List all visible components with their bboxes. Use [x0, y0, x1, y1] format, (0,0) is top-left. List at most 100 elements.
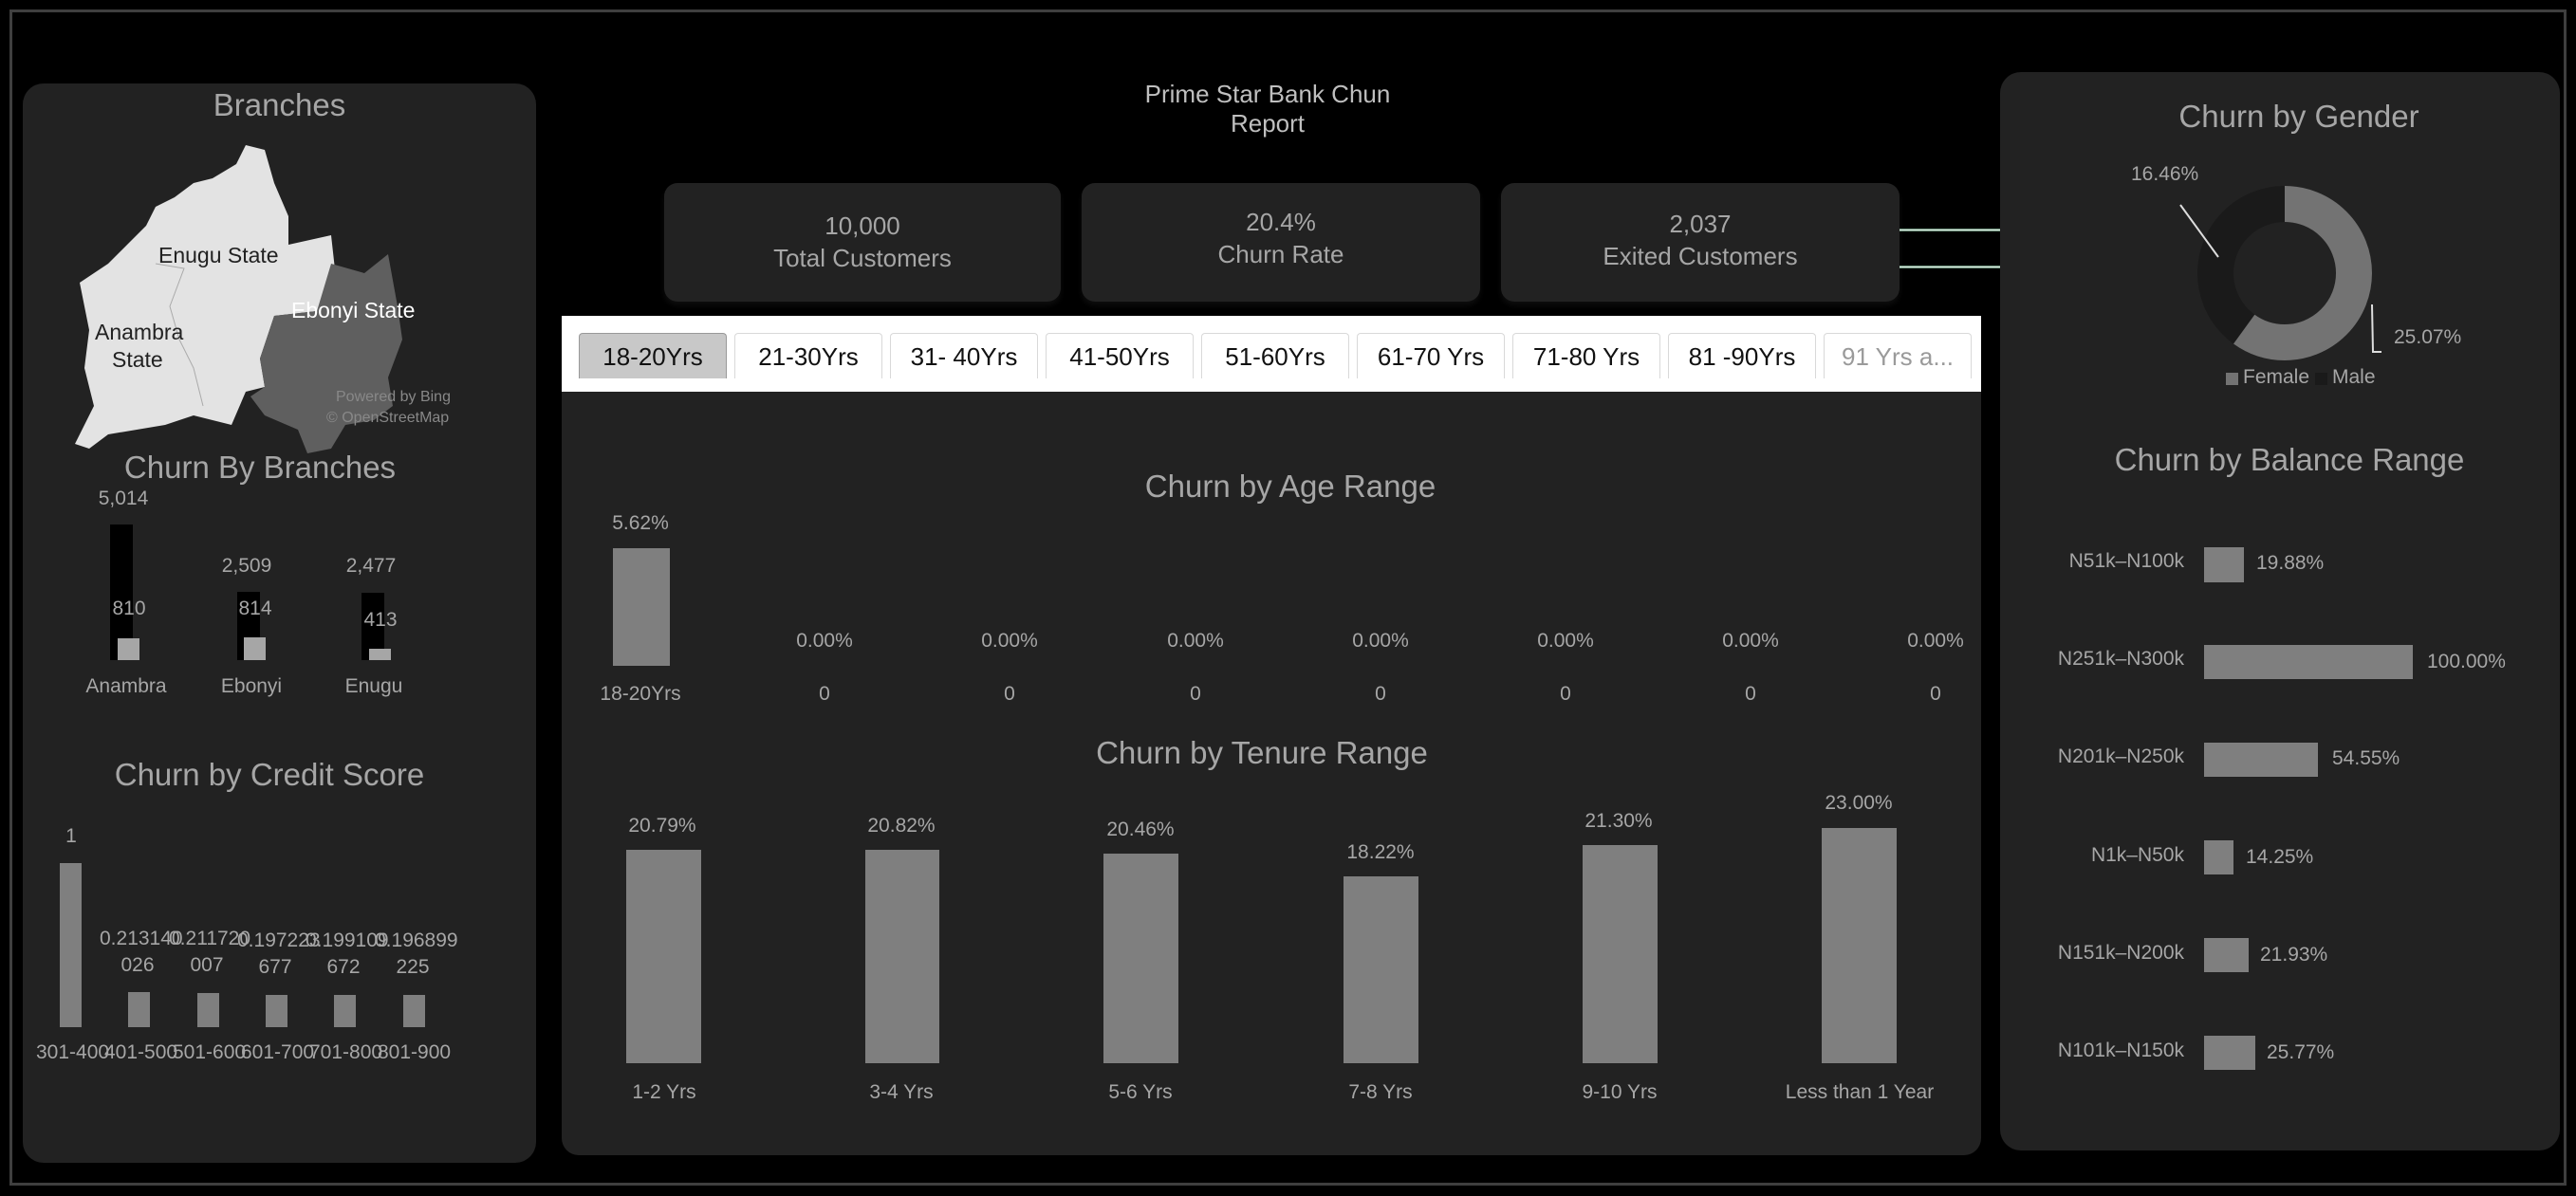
map-attribution-bing: Powered by Bing [336, 389, 451, 405]
data-label: 20.46% [1106, 819, 1175, 840]
data-label: 672 [326, 956, 361, 978]
bar-tenure-7-8 [1344, 876, 1418, 1063]
map-attribution-osm: © OpenStreetMap [326, 410, 450, 426]
bar-total-anambra [110, 524, 133, 660]
dashboard-frame [9, 9, 2567, 1186]
data-label: 0.00% [796, 630, 853, 652]
data-label: 0.00% [1722, 630, 1779, 652]
axis-label: Ebonyi [220, 675, 283, 697]
axis-label: Anambra [85, 675, 167, 697]
kpi-churn-rate: 20.4% Churn Rate [1082, 183, 1480, 302]
slicer-tab-81-90[interactable]: 81 -90Yrs [1668, 333, 1816, 378]
data-label: 0.00% [1352, 630, 1409, 652]
axis-label: 501-600 [173, 1041, 247, 1063]
data-label: 0.00% [1167, 630, 1224, 652]
connector-line [1900, 229, 2000, 231]
gender-donut-chart[interactable] [2190, 178, 2380, 368]
data-label: 25.77% [2267, 1041, 2335, 1063]
male-percent-label: 16.46% [2131, 163, 2199, 185]
bar-balance-251k-300k [2204, 645, 2413, 679]
kpi-total-customers: 10,000 Total Customers [664, 183, 1061, 302]
data-label: 677 [258, 956, 292, 978]
bar-tenure-5-6 [1103, 854, 1178, 1063]
kpi-value: 10,000 [825, 212, 900, 240]
data-label: 0.00% [1907, 630, 1964, 652]
legend-female-swatch [2226, 373, 2238, 385]
churn-by-credit-title: Churn by Credit Score [114, 757, 425, 792]
data-label: 20.79% [628, 815, 696, 837]
bar-301-400 [60, 863, 82, 1027]
axis-label: Enugu [344, 675, 403, 697]
data-label: 100.00% [2427, 651, 2506, 672]
data-label: 2,477 [345, 555, 397, 577]
data-label: 2,509 [221, 555, 272, 577]
axis-label: 1-2 Yrs [632, 1081, 696, 1103]
axis-label: N1k–N50k [2090, 844, 2184, 866]
map-label-ebonyi: Ebonyi State [291, 298, 416, 322]
slicer-tab-71-80[interactable]: 71-80 Yrs [1512, 333, 1660, 378]
slicer-tab-61-70[interactable]: 61-70 Yrs [1357, 333, 1505, 378]
left-panel: Branches Enugu State Ebonyi State Anambr… [23, 83, 536, 1163]
axis-label: N101k–N150k [2057, 1040, 2184, 1061]
data-label: 21.30% [1585, 810, 1653, 832]
right-panel: Churn by Gender 16.46% 25.07% Female Mal… [2000, 72, 2560, 1150]
bar-801-900 [403, 995, 425, 1027]
report-title: Prime Star Bank Chun Report [1144, 80, 1391, 138]
map-label-anambra: Anambra [95, 320, 184, 344]
slicer-tab-31-40[interactable]: 31- 40Yrs [890, 333, 1038, 378]
bar-tenure-3-4 [865, 850, 939, 1063]
data-label: 23.00% [1825, 792, 1893, 814]
data-label: 0.00% [981, 630, 1038, 652]
axis-label: 0 [819, 683, 830, 705]
map-region-ebonyi [250, 254, 402, 453]
donut-slice-female [2197, 186, 2372, 360]
slicer-tab-18-20[interactable]: 18-20Yrs [579, 333, 727, 378]
data-label: 19.88% [2256, 552, 2325, 574]
data-label: 21.93% [2260, 944, 2328, 966]
slicer-tab-41-50[interactable]: 41-50Yrs [1046, 333, 1194, 378]
bar-tenure-1-2 [626, 850, 701, 1063]
bar-701-800 [334, 995, 356, 1027]
axis-label: 0 [1190, 683, 1201, 705]
axis-label: 3-4 Yrs [869, 1081, 934, 1103]
bar-tenure-less-than-1 [1822, 828, 1897, 1063]
churn-by-branches-title: Churn By Branches [123, 450, 397, 485]
kpi-label: Total Customers [773, 244, 952, 272]
bar-balance-1k-50k [2204, 840, 2233, 874]
axis-label: N251k–N300k [2057, 648, 2184, 670]
axis-label: 9-10 Yrs [1582, 1081, 1658, 1103]
bar-501-600 [197, 993, 219, 1027]
bar-tenure-9-10 [1583, 845, 1658, 1063]
slicer-tab-51-60[interactable]: 51-60Yrs [1201, 333, 1349, 378]
axis-label: 701-800 [309, 1041, 383, 1063]
data-label: 814 [238, 598, 272, 619]
kpi-label: Exited Customers [1603, 242, 1798, 270]
branches-map-title: Branches [213, 87, 346, 122]
female-percent-label: 25.07% [2394, 326, 2462, 348]
data-label: 54.55% [2332, 747, 2400, 769]
axis-label: 18-20Yrs [600, 683, 681, 705]
middle-panel [562, 322, 1981, 1155]
connector-line [1900, 266, 2000, 268]
axis-label: 0 [1375, 683, 1386, 705]
data-label: 1 [65, 825, 77, 847]
legend-male-label: Male [2332, 366, 2376, 388]
kpi-value: 20.4% [1246, 208, 1316, 236]
leader-lines [2179, 204, 2381, 353]
bar-balance-101k-150k [2204, 1036, 2255, 1070]
data-label: 0.199109 [306, 929, 389, 951]
branches-map[interactable] [61, 140, 469, 453]
map-label-anambra-state: State [112, 347, 163, 372]
map-region-enugu-anambra [75, 145, 336, 449]
data-label: 225 [396, 956, 430, 978]
axis-label: N51k–N100k [2068, 550, 2184, 572]
axis-label: 0 [1004, 683, 1015, 705]
axis-label: 801-900 [378, 1041, 452, 1063]
data-label: 026 [120, 954, 155, 976]
slicer-tab-21-30[interactable]: 21-30Yrs [734, 333, 882, 378]
axis-label: 601-700 [241, 1041, 315, 1063]
data-label: 007 [190, 954, 224, 976]
slicer-tab-91-above[interactable]: 91 Yrs a... [1824, 333, 1972, 378]
data-label: 14.25% [2246, 846, 2314, 868]
data-label: 18.22% [1346, 841, 1415, 863]
